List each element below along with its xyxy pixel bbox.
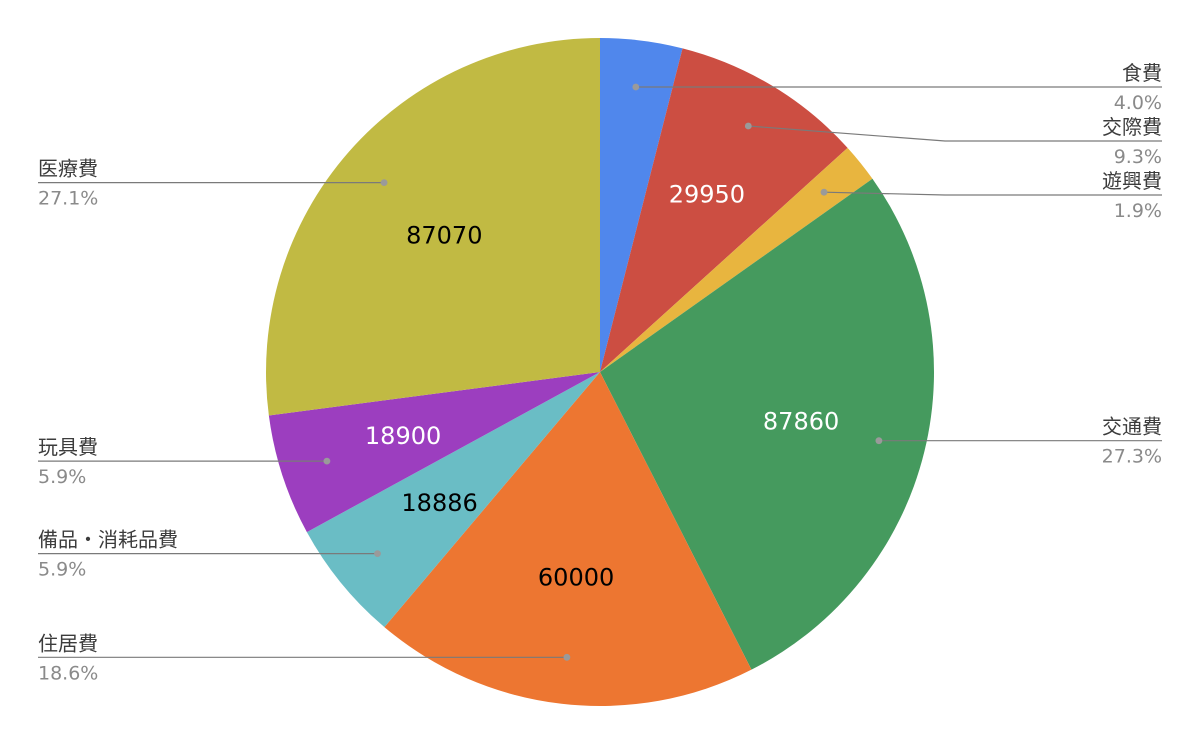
- slice-5-leader-dot: [563, 653, 571, 661]
- slice-7-wedge: [268, 372, 600, 533]
- slice-5-value-label: 60000: [538, 564, 614, 592]
- slice-3-percent-label: 1.9%: [1114, 200, 1162, 222]
- slice-4-value-label: 87860: [763, 408, 839, 436]
- slice-7-leader-dot: [323, 457, 331, 465]
- slice-3-category-label: 遊興費: [1102, 169, 1162, 193]
- slice-1-wedge: [600, 37, 683, 372]
- slice-4-leader-dot: [875, 437, 883, 445]
- slice-6-value-label: 18886: [401, 489, 477, 517]
- slice-3-wedge: [600, 147, 873, 372]
- slice-4-percent-label: 27.3%: [1102, 446, 1162, 468]
- leader-lines-layer: [38, 83, 1162, 661]
- slice-4-wedge: [600, 178, 935, 670]
- slice-8-leader-dot: [380, 179, 388, 187]
- value-labels-layer: 29950 87860 60000 18886 18900 87070: [365, 181, 839, 592]
- slice-2-percent-label: 9.3%: [1114, 146, 1162, 168]
- slice-8-percent-label: 27.1%: [38, 188, 98, 210]
- slice-3-leader-line: [823, 191, 1162, 196]
- slice-1-category-label: 食費: [1122, 61, 1162, 85]
- slice-7-category-label: 玩具費: [38, 435, 98, 459]
- slice-2-value-label: 29950: [669, 181, 745, 209]
- slice-3-leader-dot: [820, 188, 828, 196]
- slice-7-percent-label: 5.9%: [38, 466, 86, 488]
- slice-6-category-label: 備品・消耗品費: [38, 528, 178, 552]
- slice-6-leader-dot: [374, 550, 381, 557]
- slice-1-percent-label: 4.0%: [1114, 92, 1162, 114]
- slice-8-value-label: 87070: [406, 221, 482, 249]
- slice-5-wedge: [384, 372, 752, 707]
- slice-8-wedge: [266, 38, 600, 416]
- slice-5-percent-label: 18.6%: [38, 662, 98, 684]
- slice-2-category-label: 交際費: [1102, 115, 1162, 139]
- slice-7-value-label: 18900: [365, 422, 441, 450]
- slices-layer: [266, 37, 935, 707]
- slice-6-percent-label: 5.9%: [38, 559, 86, 581]
- slice-6-wedge: [306, 372, 600, 628]
- slice-8-category-label: 医療費: [38, 157, 98, 181]
- slice-5-category-label: 住居費: [38, 631, 98, 655]
- slice-2-leader-dot: [744, 122, 752, 130]
- slice-2-leader-line: [748, 125, 1162, 142]
- slice-4-category-label: 交通費: [1102, 415, 1162, 439]
- category-labels-layer: 食費 4.0%交際費 9.3%遊興費 1.9% 交通費 27.3% 医療費 27.1% 玩具費 5…: [38, 61, 1162, 684]
- slice-1-leader-dot: [632, 83, 640, 91]
